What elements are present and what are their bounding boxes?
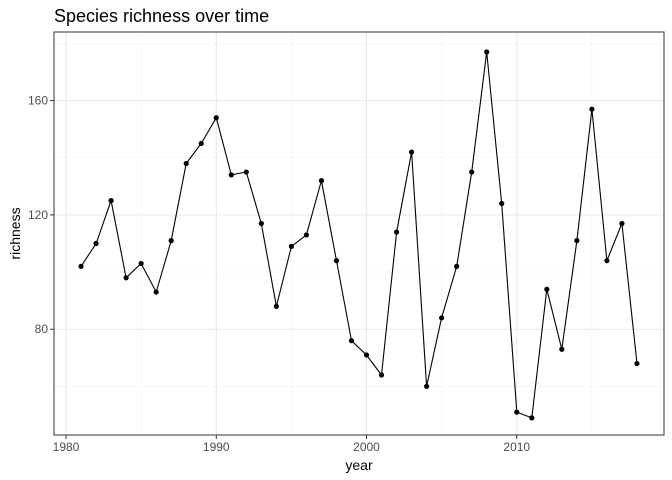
x-tick-label: 1980 (53, 440, 80, 454)
minor-gridlines (54, 32, 664, 435)
data-point (634, 360, 640, 367)
data-point (288, 243, 294, 249)
series-line (80, 51, 638, 419)
data-point (228, 172, 234, 178)
data-point (604, 258, 610, 264)
series-layer (78, 49, 640, 421)
data-point (153, 289, 159, 295)
data-point (168, 238, 174, 244)
data-point (529, 415, 535, 421)
data-point (559, 346, 565, 352)
data-point (469, 169, 475, 175)
data-point (439, 315, 445, 321)
y-tick-label: 80 (35, 322, 49, 336)
data-point (574, 238, 580, 244)
data-point (484, 49, 490, 55)
data-point (78, 263, 84, 269)
data-point (108, 198, 114, 204)
major-gridlines (54, 32, 664, 435)
x-tick-label: 2000 (353, 440, 380, 454)
data-point (93, 240, 99, 247)
data-point (303, 232, 310, 238)
data-point (424, 383, 430, 390)
data-point (589, 106, 595, 112)
data-point (499, 200, 505, 207)
x-tick-label: 2010 (503, 440, 530, 454)
data-point (514, 409, 520, 415)
data-point (333, 258, 340, 264)
data-point (273, 303, 279, 309)
y-tick-label: 120 (28, 208, 48, 222)
chart-title: Species richness over time (54, 6, 270, 26)
plot-panel-border (53, 31, 665, 436)
x-axis-title: year (345, 457, 373, 473)
data-point (393, 229, 400, 235)
data-point (363, 352, 370, 358)
data-point (619, 220, 625, 227)
data-point (258, 220, 264, 227)
data-point (138, 260, 144, 267)
data-point (544, 286, 550, 292)
axis-ticks: 1980 1990 2000 2010 80 120 160 (28, 94, 530, 454)
y-axis-title: richness (7, 207, 23, 259)
data-point (454, 263, 460, 269)
data-point (123, 275, 129, 281)
data-point (243, 169, 249, 175)
data-point (348, 338, 355, 344)
y-tick-label: 160 (28, 94, 48, 108)
x-tick-label: 1990 (203, 440, 230, 454)
data-point (183, 160, 189, 167)
data-point (378, 372, 385, 378)
data-point (198, 140, 204, 147)
data-point (213, 115, 219, 121)
data-point (408, 149, 415, 155)
data-point (318, 178, 325, 184)
